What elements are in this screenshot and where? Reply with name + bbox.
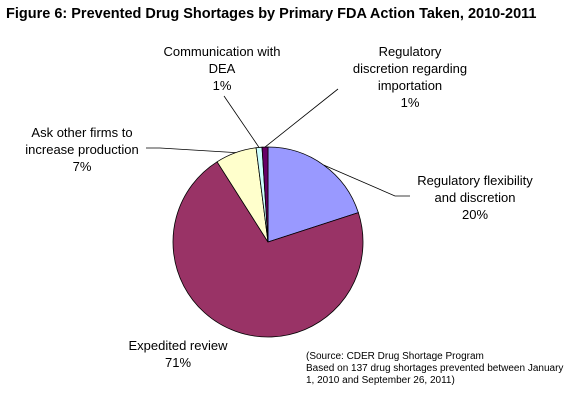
slice-label-line: Expedited review bbox=[128, 338, 228, 353]
chart-title: Figure 6: Prevented Drug Shortages by Pr… bbox=[6, 6, 537, 22]
slice-label-line: Regulatory flexibility bbox=[417, 173, 533, 188]
source-note-line: Based on 137 drug shortages prevented be… bbox=[306, 363, 564, 374]
slice-label-line: importation bbox=[377, 78, 443, 93]
leader-line-4 bbox=[264, 88, 339, 148]
slice-label-line: Regulatory bbox=[378, 44, 442, 59]
source-note: (Source: CDER Drug Shortage Program Base… bbox=[306, 351, 563, 387]
slice-value-label: 1% bbox=[400, 95, 420, 110]
slice-label-line: increase production bbox=[25, 142, 139, 157]
slice-value-label: 20% bbox=[461, 207, 489, 222]
slice-label-line: Ask other firms to bbox=[31, 125, 133, 140]
slice-label-ask-other-firms: Ask other firms to increase production 7… bbox=[12, 124, 152, 175]
slice-label-regulatory-importation: Regulatory discretion regarding importat… bbox=[330, 43, 490, 111]
slice-label-regulatory-flexibility: Regulatory flexibility and discretion 20… bbox=[405, 172, 545, 223]
slice-value-label: 71% bbox=[164, 355, 192, 370]
slice-value-label: 1% bbox=[212, 78, 232, 93]
pie-slice-4 bbox=[261, 146, 269, 243]
leader-line-0 bbox=[323, 164, 410, 197]
pie-slice-0 bbox=[267, 146, 359, 243]
slice-value-label: 7% bbox=[72, 159, 92, 174]
slice-label-line: Communication with bbox=[163, 44, 281, 59]
source-note-line: (Source: CDER Drug Shortage Program bbox=[306, 351, 484, 362]
slice-label-line: DEA bbox=[208, 61, 236, 76]
leader-line-2 bbox=[146, 147, 236, 154]
source-note-line: 1, 2010 and September 26, 2011) bbox=[306, 375, 455, 386]
slice-label-expedited-review: Expedited review 71% bbox=[108, 337, 248, 371]
leader-line-3 bbox=[223, 95, 260, 148]
slice-label-communication-dea: Communication with DEA 1% bbox=[152, 43, 292, 94]
pie-slice-1 bbox=[172, 161, 364, 338]
slice-label-line: discretion regarding bbox=[352, 61, 468, 76]
slice-label-line: and discretion bbox=[434, 190, 516, 205]
